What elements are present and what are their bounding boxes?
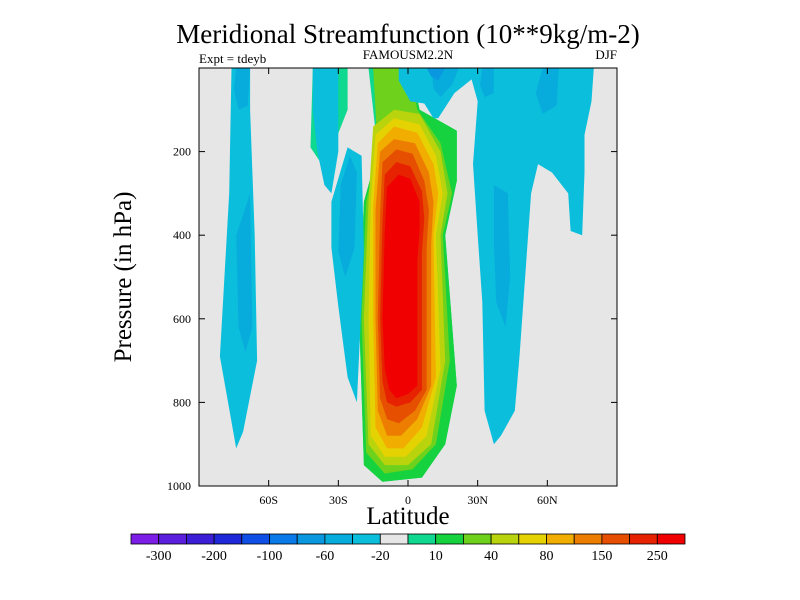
colorbar-label: -200 <box>201 549 227 564</box>
x-tick-label: 30S <box>329 493 348 507</box>
colorbar-swatch <box>241 533 270 545</box>
contour-region <box>338 155 357 277</box>
colorbar-swatch <box>656 533 686 545</box>
colorbar-label: 150 <box>591 549 612 564</box>
y-tick-label: 400 <box>173 228 191 242</box>
contour-region <box>535 68 559 114</box>
colorbar-swatch <box>546 533 575 545</box>
colorbar-swatch <box>435 533 464 545</box>
colorbar-swatch <box>324 533 353 545</box>
colorbar-swatch <box>573 533 603 545</box>
colorbar-label: -60 <box>316 549 335 564</box>
experiment-label: Expt = tdeyb <box>199 51 266 66</box>
colorbar-label: 250 <box>647 549 668 564</box>
season-label: DJF <box>595 47 617 62</box>
colorbar-swatch <box>213 533 243 545</box>
x-tick-label: 60S <box>259 493 278 507</box>
colorbar-swatch <box>269 533 298 545</box>
y-tick-label: 600 <box>173 312 191 326</box>
colorbar-swatch <box>296 533 326 545</box>
colorbar-label: -20 <box>371 549 390 564</box>
y-axis: 200 400 600 800 1000 <box>167 145 617 493</box>
chart-title: Meridional Streamfunction (10**9kg/m-2) <box>176 19 639 49</box>
contour-region <box>236 193 253 353</box>
colorbar-swatch <box>629 533 658 545</box>
colorbar-swatch <box>352 533 381 545</box>
colorbar-swatch <box>490 533 520 545</box>
contour-region <box>233 68 251 110</box>
contour-region <box>426 68 446 81</box>
colorbar-swatch <box>158 533 187 545</box>
colorbar: -300 -200 -100 -60 -20 10 40 80 150 250 <box>130 533 686 564</box>
y-tick-label: 800 <box>173 395 191 409</box>
y-axis-label: Pressure (in hPa) <box>110 192 137 363</box>
y-tick-label: 200 <box>173 145 191 159</box>
contour-region <box>480 68 494 98</box>
x-tick-label: 0 <box>405 493 411 507</box>
colorbar-label: 80 <box>540 549 554 564</box>
colorbar-label: 40 <box>484 549 498 564</box>
colorbar-label: -300 <box>146 549 172 564</box>
x-axis: 60S 30S 0 30N 60N <box>259 68 558 507</box>
colorbar-swatch <box>601 533 631 545</box>
contour-region <box>312 68 339 194</box>
colorbar-label: -100 <box>257 549 283 564</box>
colorbar-swatch <box>130 533 160 545</box>
contour-region <box>331 147 364 403</box>
x-axis-label: Latitude <box>366 503 449 530</box>
colorbar-swatch <box>462 533 492 545</box>
colorbar-swatch <box>518 533 547 545</box>
y-tick-label: 1000 <box>167 479 191 493</box>
x-tick-label: 30N <box>467 493 488 507</box>
contour-region <box>382 174 420 399</box>
model-label: FAMOUSM2.2N <box>363 47 454 62</box>
colorbar-swatch <box>185 533 215 545</box>
colorbar-label: 10 <box>429 549 443 564</box>
contour-region <box>468 68 594 445</box>
x-tick-label: 60N <box>537 493 558 507</box>
colorbar-swatch <box>379 533 409 545</box>
colorbar-swatch <box>407 533 437 545</box>
contour-region <box>493 185 511 328</box>
contour-layer <box>219 68 594 482</box>
